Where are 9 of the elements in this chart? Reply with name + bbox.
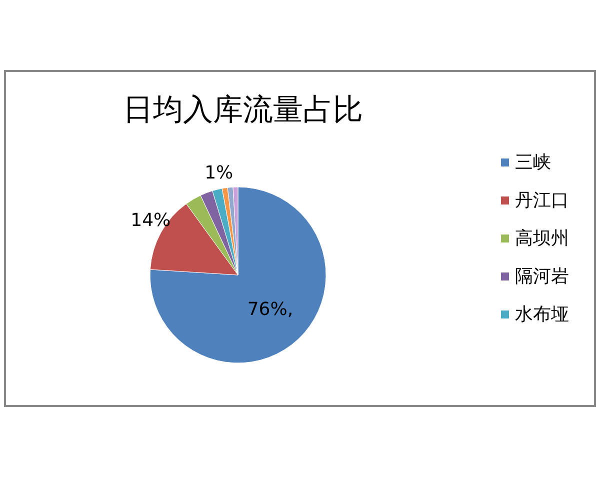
legend-label: 丹江口	[515, 190, 569, 211]
chart-title: 日均入库流量占比	[123, 92, 363, 128]
legend-label: 高坝州	[515, 228, 569, 249]
data-label: 1%	[204, 162, 234, 184]
data-label: 14%	[130, 210, 171, 232]
legend-label: 三峡	[515, 152, 551, 173]
legend-label: 隔河岩	[515, 266, 569, 287]
data-label: 76%,	[247, 298, 294, 320]
legend-label: 水布垭	[515, 304, 569, 325]
